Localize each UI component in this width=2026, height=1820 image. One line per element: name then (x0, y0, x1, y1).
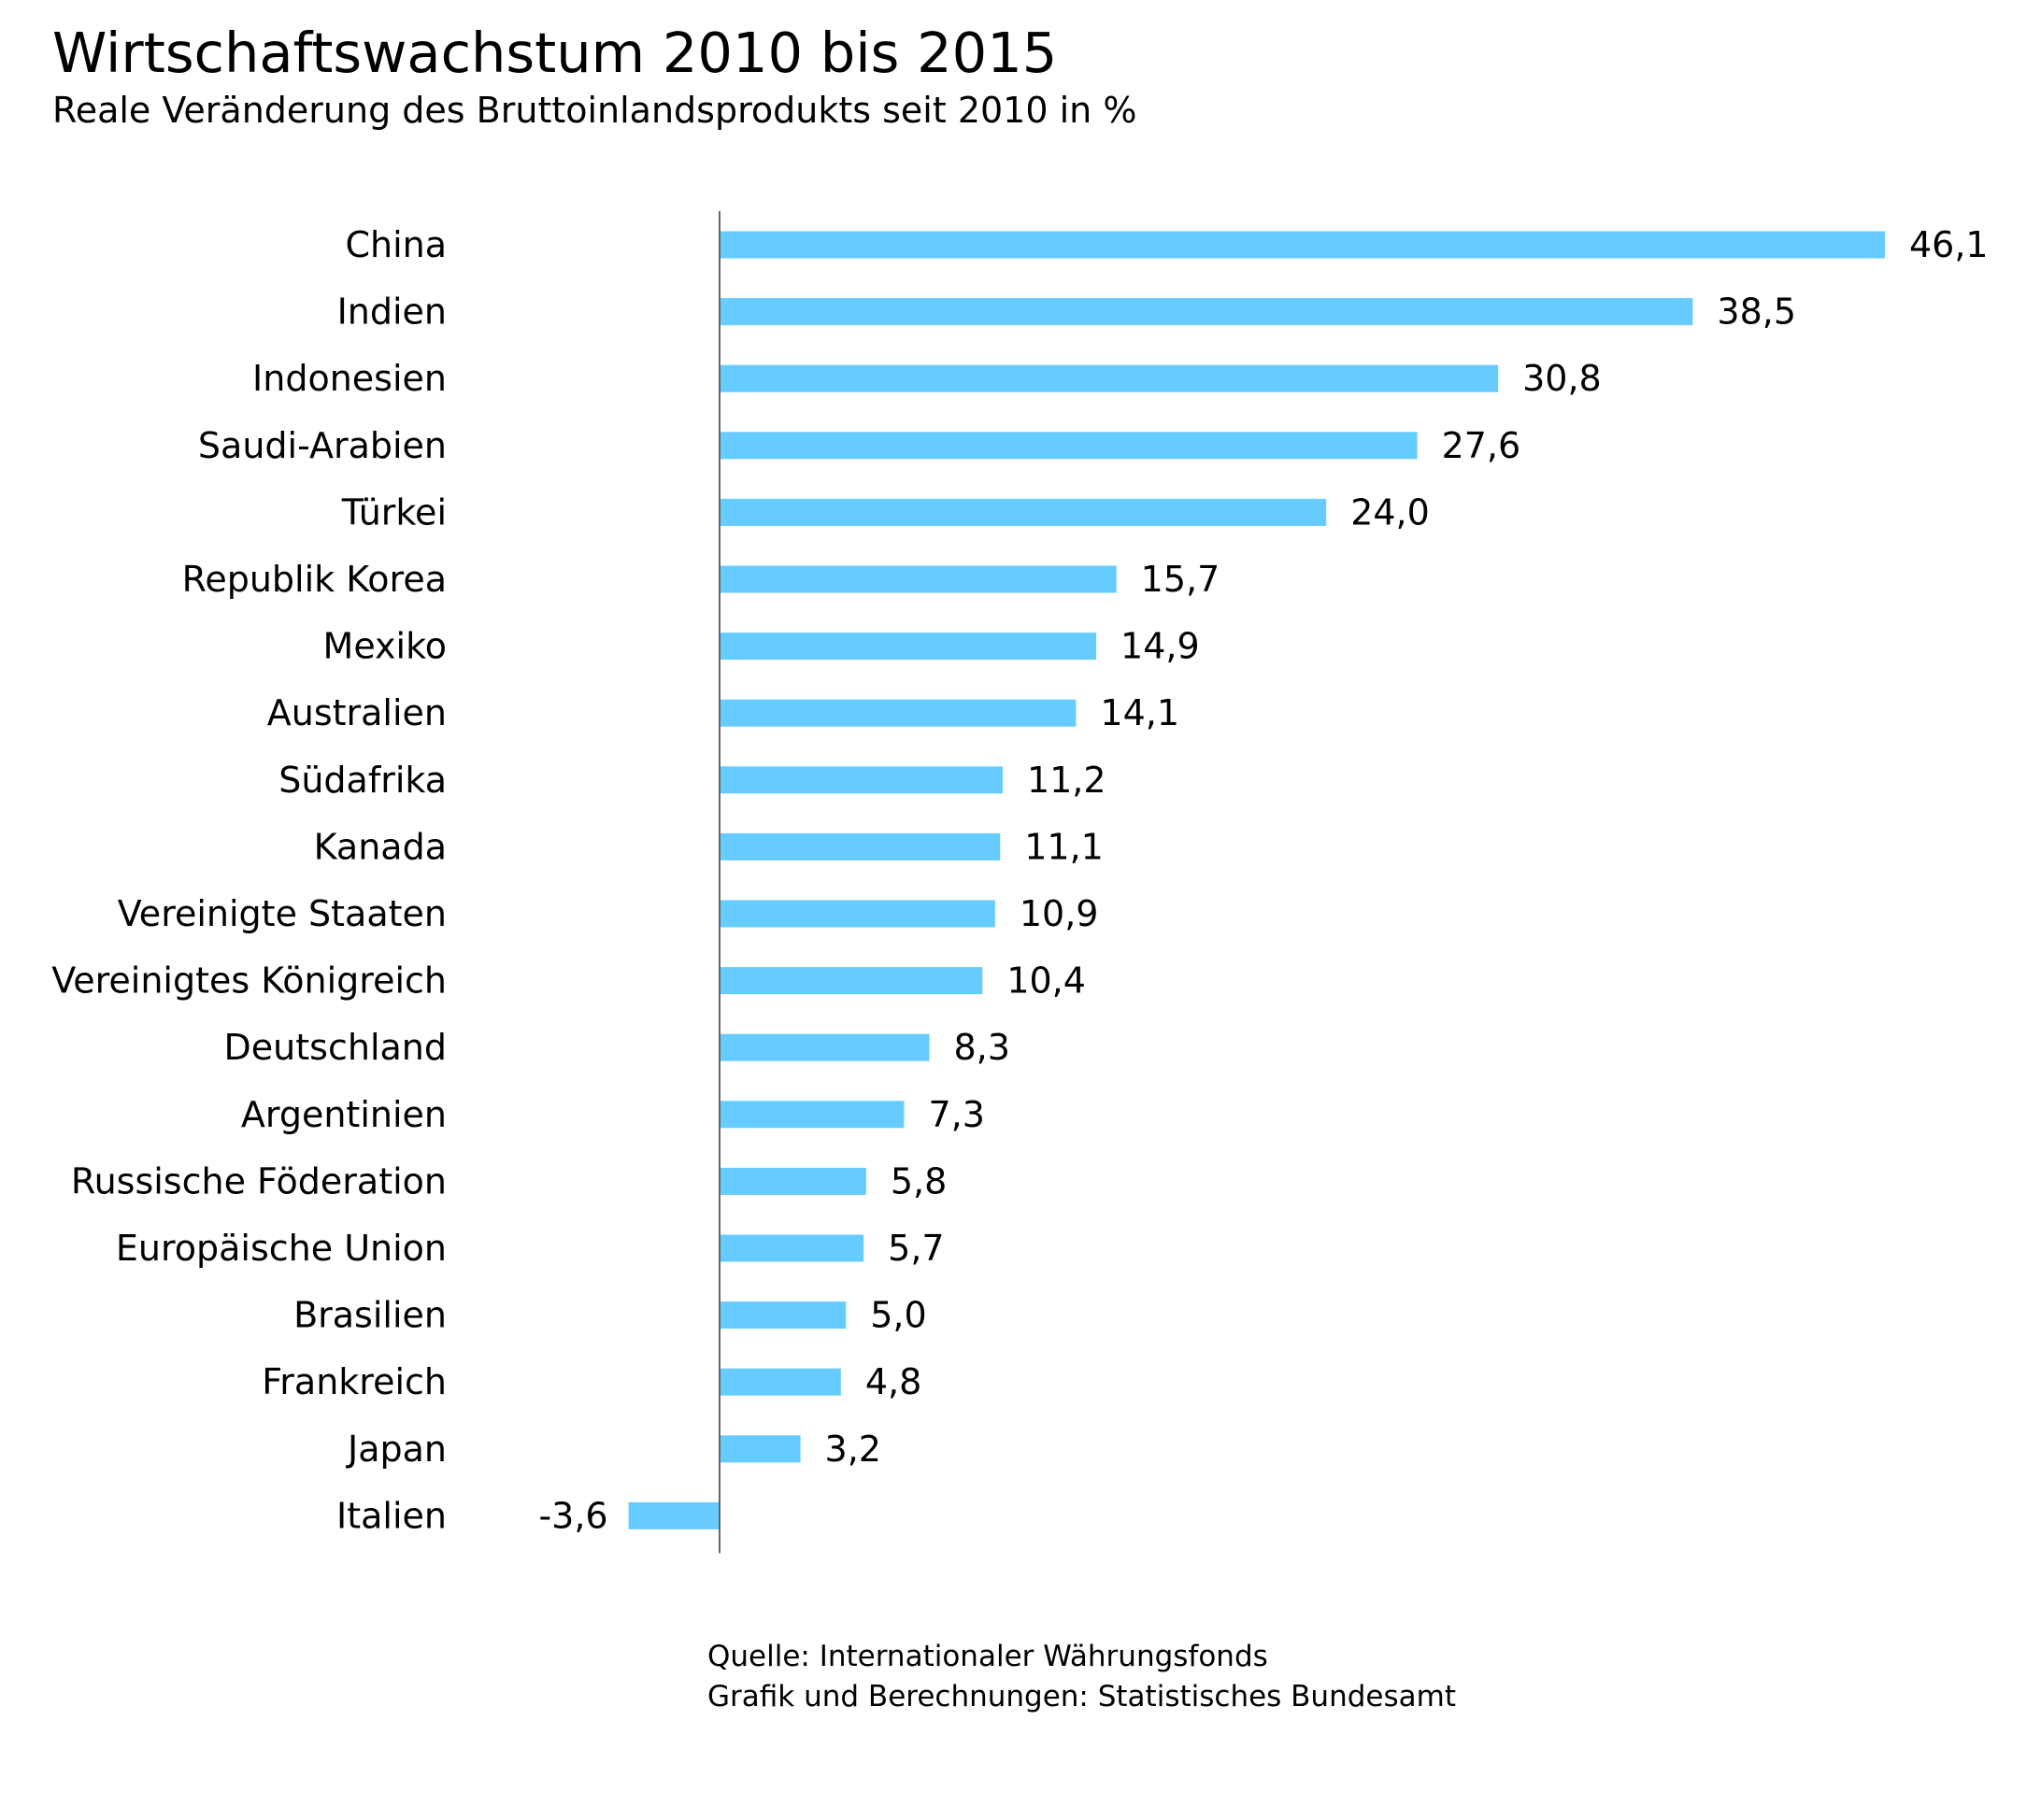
category-label: Frankreich (262, 1361, 447, 1402)
value-label: 11,2 (1027, 760, 1106, 801)
value-label: 4,8 (865, 1361, 921, 1402)
bar-11 (720, 967, 983, 995)
category-label: Republik Korea (182, 559, 447, 600)
bar-19 (628, 1501, 720, 1529)
bar-14 (720, 1167, 866, 1195)
chart-subtitle: Reale Veränderung des Bruttoinlandsprodu… (52, 90, 1137, 131)
bar-9 (720, 832, 1001, 860)
category-label: Russische Föderation (71, 1160, 447, 1201)
bar-16 (720, 1301, 847, 1329)
value-label: 3,2 (825, 1429, 881, 1470)
category-label: Italien (336, 1495, 447, 1536)
category-label: Australien (267, 692, 447, 733)
bar-10 (720, 900, 995, 928)
category-label: Südafrika (278, 760, 447, 801)
bar-4 (720, 498, 1327, 526)
bar-2 (720, 364, 1499, 392)
bars-layer (628, 231, 1886, 1529)
value-label: 5,0 (870, 1295, 926, 1336)
category-label: Japan (346, 1429, 447, 1470)
value-label: 38,5 (1717, 291, 1796, 333)
bar-1 (720, 298, 1693, 326)
value-label: 14,1 (1100, 692, 1179, 733)
bar-7 (720, 699, 1077, 727)
source-note: Quelle: Internationaler Währungsfonds (707, 1640, 1268, 1673)
value-label: 5,7 (888, 1228, 944, 1269)
category-label: Deutschland (224, 1027, 447, 1068)
chart-title: Wirtschaftswachstum 2010 bis 2015 (52, 21, 1058, 85)
value-label: 5,8 (891, 1160, 947, 1201)
bar-8 (720, 766, 1003, 794)
bar-15 (720, 1234, 864, 1262)
bar-17 (720, 1368, 841, 1396)
value-label: 14,9 (1120, 626, 1200, 667)
labels-layer: China 46,1 Indien 38,5 Indonesien 30,8 Saudi-A… (51, 224, 1988, 1536)
value-label: 27,6 (1442, 425, 1521, 466)
value-label: 30,8 (1522, 358, 1602, 399)
category-label: Vereinigtes Königreich (51, 960, 447, 1002)
bar-18 (720, 1435, 801, 1463)
value-label: 24,0 (1350, 491, 1430, 533)
category-label: China (345, 224, 447, 265)
category-label: Brasilien (293, 1295, 447, 1336)
category-label: Türkei (341, 491, 447, 533)
bar-3 (720, 432, 1418, 460)
value-label: 10,4 (1006, 960, 1086, 1002)
bar-13 (720, 1101, 905, 1129)
category-label: Argentinien (241, 1094, 447, 1135)
value-label: 10,9 (1020, 893, 1099, 934)
credit-note: Grafik und Berechnungen: Statistisches B… (707, 1680, 1456, 1713)
value-label: 11,1 (1024, 826, 1104, 867)
category-label: Indonesien (252, 358, 447, 399)
bar-0 (720, 231, 1886, 259)
bar-5 (720, 565, 1117, 593)
category-label: Kanada (314, 826, 447, 867)
bar-12 (720, 1033, 930, 1061)
value-label: 15,7 (1141, 559, 1220, 600)
value-label: 8,3 (954, 1027, 1010, 1068)
category-label: Saudi-Arabien (198, 425, 447, 466)
value-label: 7,3 (928, 1094, 984, 1135)
category-label: Vereinigte Staaten (118, 893, 447, 934)
value-label: 46,1 (1909, 224, 1989, 265)
value-label: -3,6 (538, 1495, 607, 1536)
category-label: Mexiko (323, 626, 447, 667)
category-label: Indien (337, 291, 447, 333)
category-label: Europäische Union (116, 1228, 447, 1269)
bar-6 (720, 633, 1097, 661)
